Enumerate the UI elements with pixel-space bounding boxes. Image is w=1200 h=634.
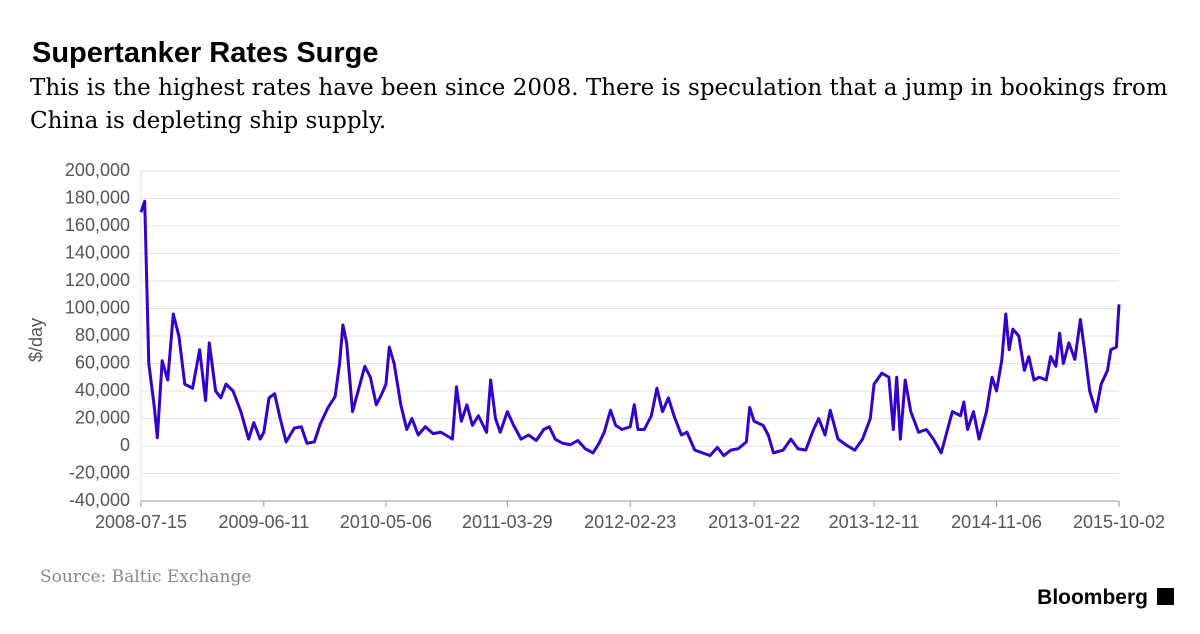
y-tick-label: 0	[120, 435, 130, 455]
x-tick-label: 2014-11-06	[951, 512, 1042, 532]
y-tick-label: 200,000	[65, 160, 130, 180]
y-tick-label: -40,000	[69, 490, 130, 510]
y-tick-label: 40,000	[75, 380, 130, 400]
x-tick-label: 2012-02-23	[584, 512, 676, 532]
y-tick-label: 120,000	[65, 270, 130, 290]
y-tick-label: 160,000	[65, 215, 130, 235]
x-tick-label: 2009-06-11	[218, 512, 309, 532]
x-tick-label: 2008-07-15	[95, 512, 187, 532]
y-tick-label: 60,000	[75, 352, 130, 372]
y-tick-label: 140,000	[65, 242, 130, 262]
chart-subtitle: This is the highest rates have been sinc…	[30, 75, 1168, 134]
y-tick-label: 20,000	[75, 407, 130, 427]
chart-title: Supertanker Rates Surge	[32, 37, 379, 69]
brand: Bloomberg	[1037, 586, 1148, 609]
x-tick-label: 2013-12-11	[829, 512, 920, 532]
y-tick-label: 180,000	[65, 187, 130, 207]
x-tick-label: 2011-03-29	[462, 512, 553, 532]
y-tick-label: -20,000	[69, 462, 130, 482]
x-tick-label: 2013-01-22	[708, 512, 800, 532]
x-tick-label: 2010-05-06	[340, 512, 432, 532]
source: Source: Baltic Exchange	[40, 567, 251, 587]
subtitle-box: This is the highest rates have been sinc…	[30, 75, 1168, 134]
y-tick-label: 100,000	[65, 297, 130, 317]
y-axis-label: $/day	[26, 318, 46, 362]
brand-icon	[1157, 588, 1174, 605]
y-tick-label: 80,000	[75, 325, 130, 345]
x-tick-label: 2015-10-02	[1073, 512, 1165, 532]
data-line	[139, 199, 1121, 458]
